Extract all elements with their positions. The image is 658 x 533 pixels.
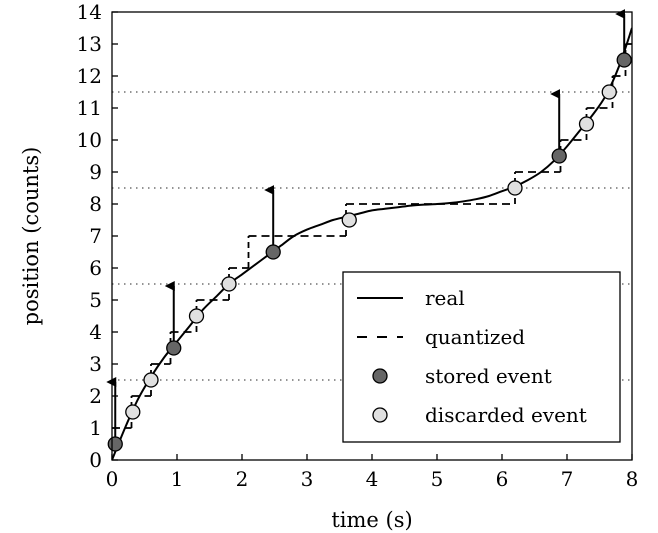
x-tick-label: 2 xyxy=(236,467,249,491)
legend-label: discarded event xyxy=(425,403,587,427)
stored-event-marker xyxy=(166,340,182,356)
stored-event-marker xyxy=(551,148,567,164)
event-arrows xyxy=(106,9,626,444)
discarded-event-marker xyxy=(125,404,141,420)
legend: real quantized stored event discarded event xyxy=(342,271,621,443)
stored-event-marker xyxy=(616,52,632,68)
x-tick-label: 3 xyxy=(301,467,314,491)
legend-stored-swatch xyxy=(372,368,388,384)
discarded-event-marker xyxy=(341,212,357,228)
y-tick-label: 3 xyxy=(89,352,102,376)
y-tick-label: 4 xyxy=(89,320,102,344)
discarded-event-marker xyxy=(143,372,159,388)
y-tick-label: 6 xyxy=(89,256,102,280)
x-tick-label: 8 xyxy=(626,467,639,491)
y-tick-label: 2 xyxy=(89,384,102,408)
legend-label: quantized xyxy=(425,325,525,349)
legend-box xyxy=(342,271,621,443)
x-tick-label: 7 xyxy=(561,467,574,491)
y-tick-label: 9 xyxy=(89,160,102,184)
x-tick-label: 5 xyxy=(431,467,444,491)
y-tick-label: 7 xyxy=(89,224,102,248)
stored-event-marker xyxy=(107,436,123,452)
discarded-event-marker xyxy=(578,116,595,132)
stored-event-marker xyxy=(265,244,281,260)
y-tick-label: 8 xyxy=(89,192,102,216)
x-tick-label: 1 xyxy=(171,467,184,491)
y-tick-label: 13 xyxy=(77,32,102,56)
discarded-event-marker xyxy=(507,180,523,196)
y-tick-label: 11 xyxy=(77,96,102,120)
x-tick-label: 4 xyxy=(366,467,379,491)
y-tick-label: 1 xyxy=(89,416,102,440)
y-tick-label: 14 xyxy=(77,0,102,24)
discarded-event-marker xyxy=(188,308,205,324)
event-markers xyxy=(107,52,632,452)
x-axis-label: time (s) xyxy=(331,508,412,532)
y-tick-label: 5 xyxy=(89,288,102,312)
discarded-event-marker xyxy=(601,84,617,100)
discarded-event-marker xyxy=(221,276,237,292)
legend-label: stored event xyxy=(425,364,552,388)
x-tick-label: 6 xyxy=(496,467,509,491)
y-tick-label: 12 xyxy=(77,64,102,88)
y-axis-label: position (counts) xyxy=(19,147,43,326)
legend-discarded-swatch xyxy=(372,407,388,423)
y-tick-label: 10 xyxy=(77,128,102,152)
legend-label: real xyxy=(425,286,465,310)
y-tick-label: 0 xyxy=(89,448,102,472)
x-tick-label: 0 xyxy=(106,467,119,491)
